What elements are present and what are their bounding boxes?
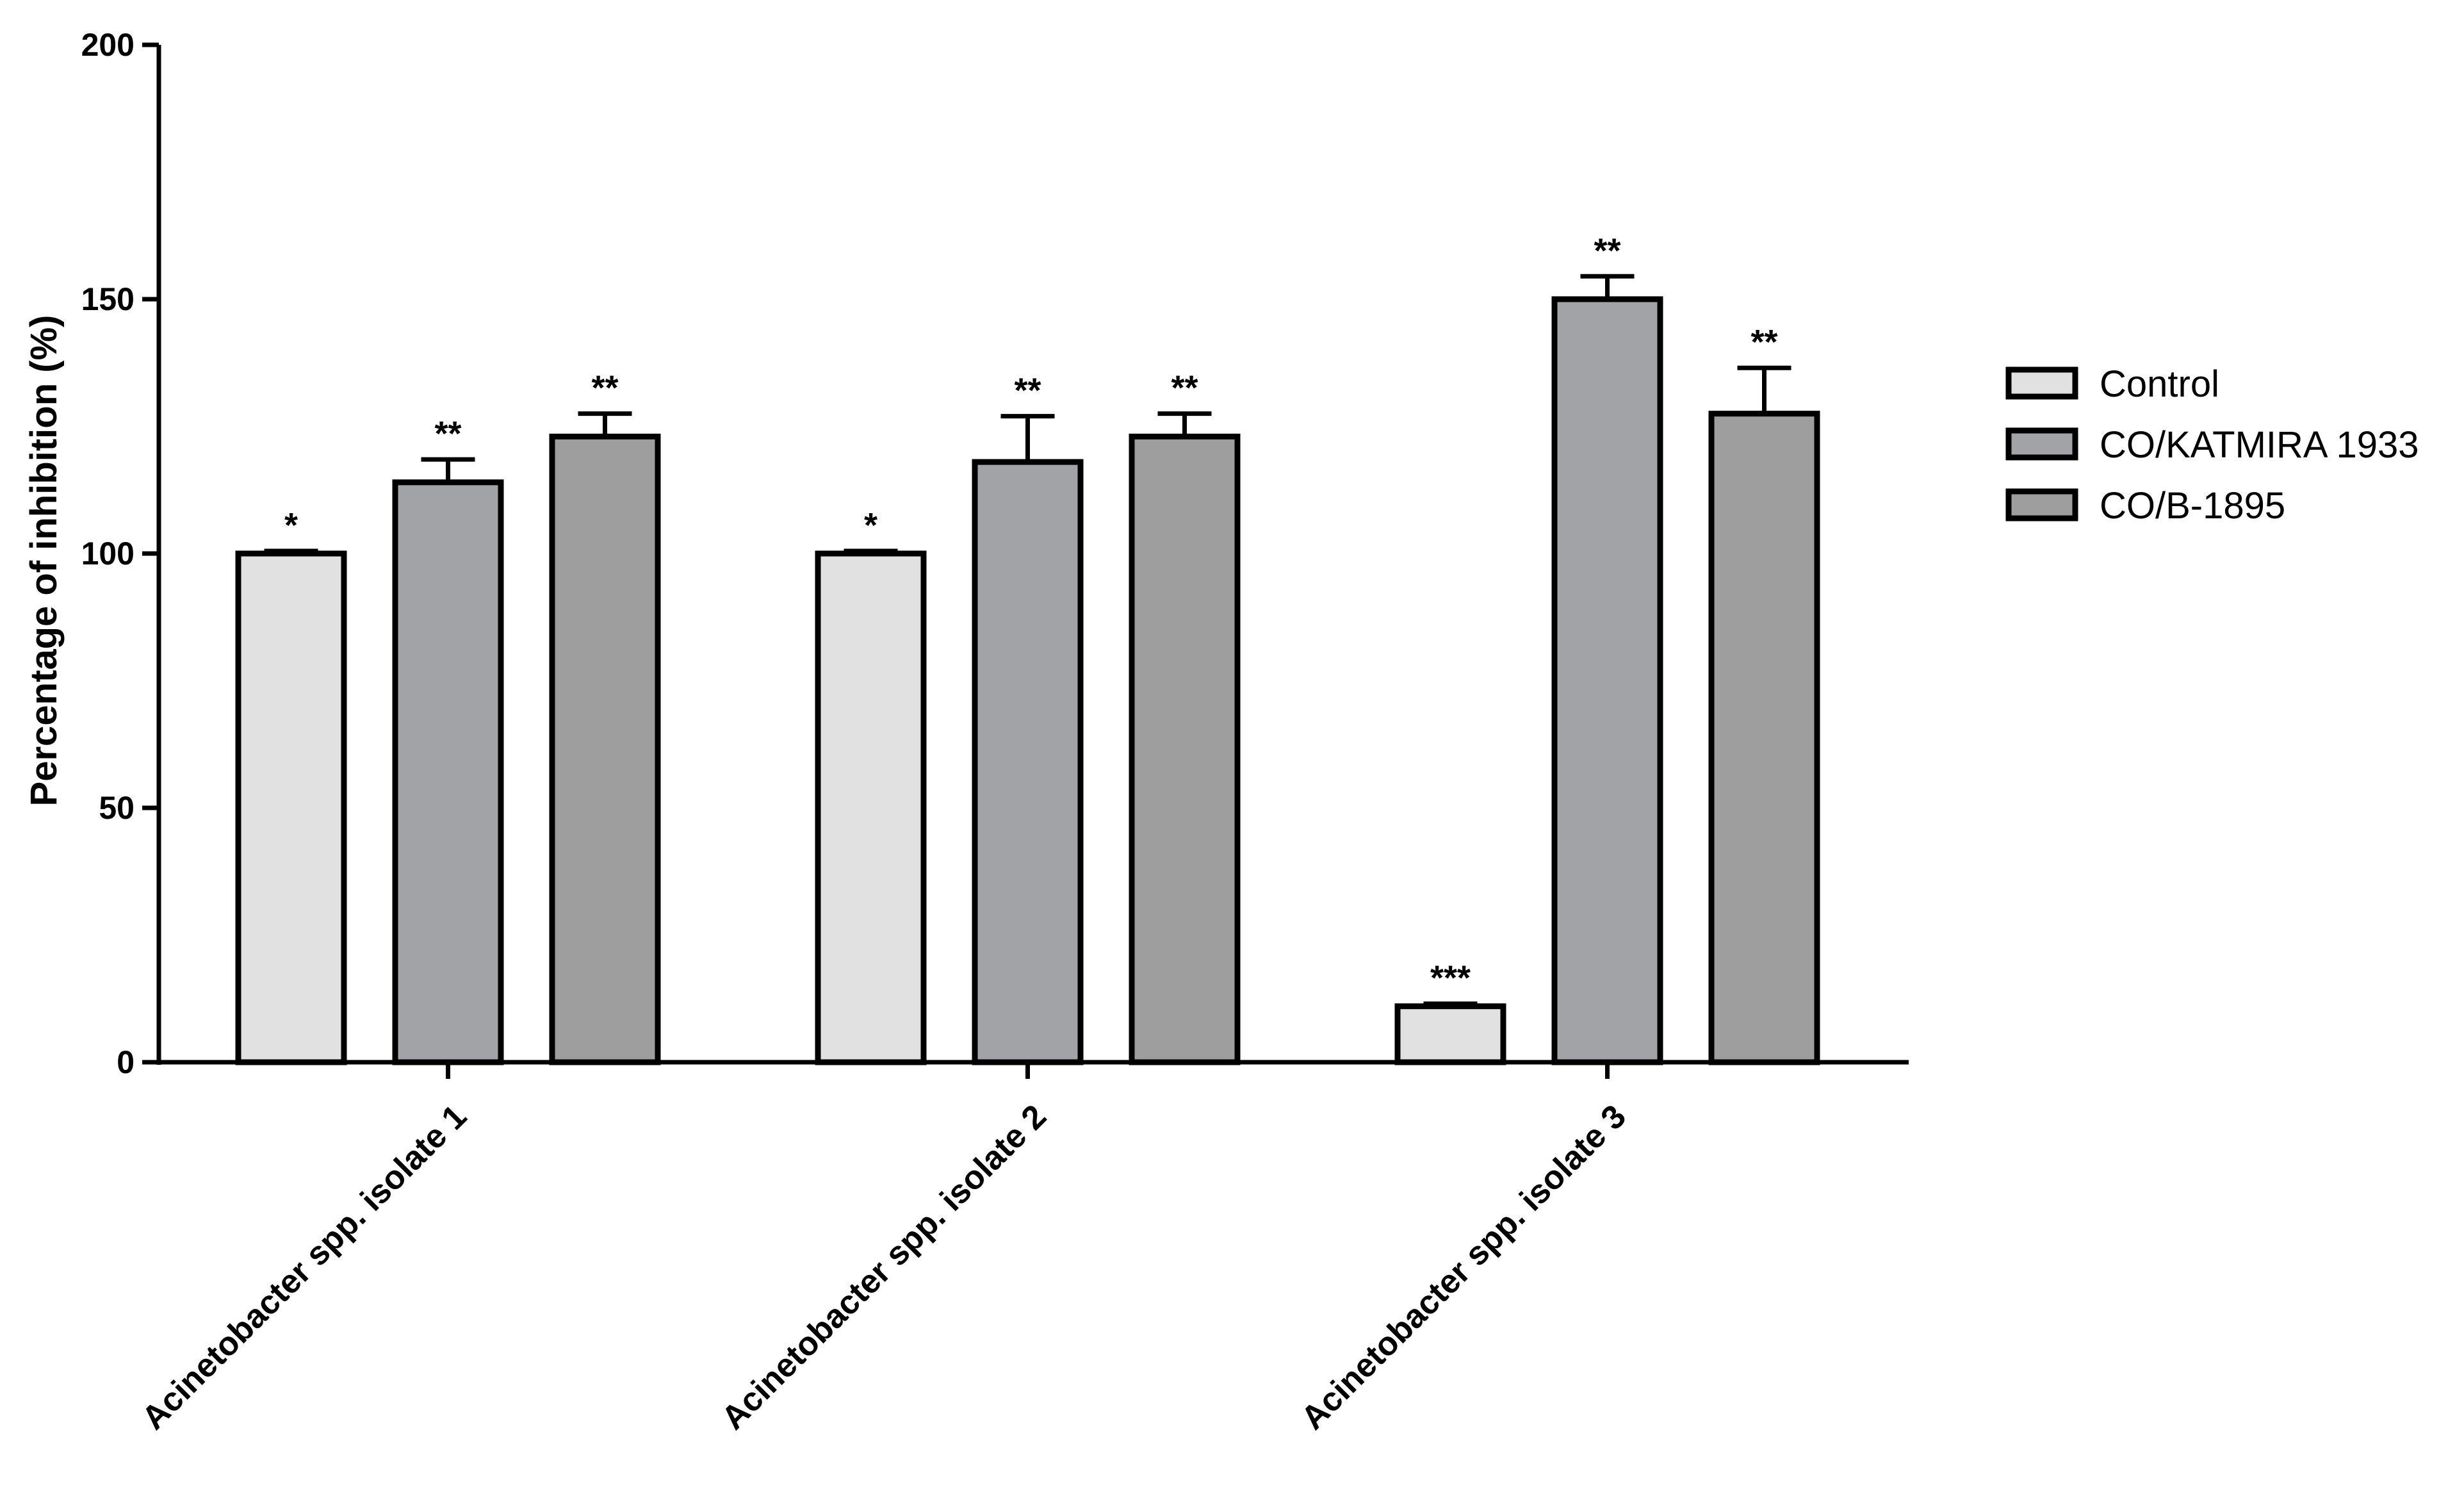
significance-label: **	[591, 369, 618, 407]
bar	[549, 433, 661, 1065]
significance-label: **	[1594, 231, 1620, 270]
significance-label: *	[864, 506, 877, 545]
bar	[972, 459, 1084, 1065]
category-label: Acinetobacter spp. isolate 1	[135, 1097, 474, 1436]
significance-label: **	[1171, 369, 1198, 407]
legend: Control CO/KATMIRA 1933 CO/B-1895	[2005, 363, 2419, 527]
legend-label: CO/B-1895	[2100, 485, 2285, 527]
significance-label: **	[434, 415, 461, 453]
y-tick-label: 0	[117, 1044, 135, 1080]
significance-label: *	[284, 506, 298, 545]
bar	[1708, 411, 1820, 1065]
y-tick-label: 50	[99, 790, 135, 826]
category-label: Acinetobacter spp. isolate 2	[715, 1097, 1054, 1436]
y-tick-label: 200	[81, 27, 135, 63]
significance-label: **	[1014, 372, 1041, 410]
bar	[1129, 433, 1241, 1065]
bar	[1394, 1003, 1506, 1065]
significance-label: ***	[1430, 959, 1471, 998]
category-label: Acinetobacter spp. isolate 3	[1294, 1097, 1633, 1436]
legend-swatch	[2005, 488, 2078, 522]
significance-label: **	[1750, 323, 1777, 361]
y-axis-title: Percentage of inhibition (%)	[23, 315, 65, 807]
bar	[1551, 296, 1663, 1065]
bars-group: ******** *********	[235, 231, 1820, 1065]
category-labels: Acinetobacter spp. isolate 1 Acinetobacte…	[135, 1097, 1633, 1436]
legend-swatch	[2005, 427, 2078, 461]
bar	[392, 479, 504, 1065]
legend-label: Control	[2100, 363, 2219, 405]
legend-label: CO/KATMIRA 1933	[2100, 424, 2419, 466]
legend-swatch	[2005, 366, 2078, 400]
bar	[235, 550, 347, 1065]
y-tick-label: 150	[81, 281, 135, 317]
bar	[815, 550, 927, 1065]
y-tick-label: 100	[81, 536, 135, 571]
